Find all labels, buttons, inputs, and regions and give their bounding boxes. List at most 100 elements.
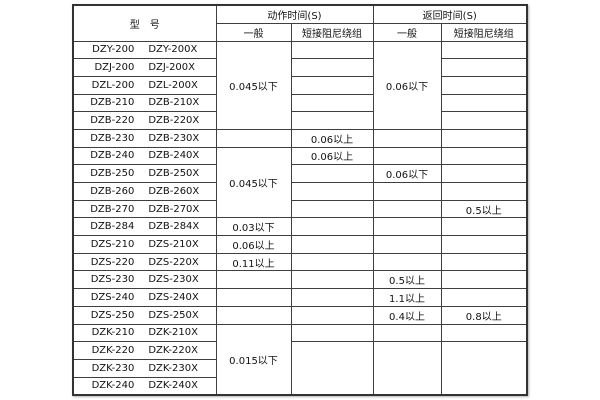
table-row: DZK-240 DZK-240X xyxy=(72,376,527,396)
model-cell: DZS-220 DZS-220X xyxy=(72,252,217,272)
model-name: DZB-250 xyxy=(90,168,135,180)
table-row: DZK-230 DZK-230X xyxy=(72,358,527,378)
model-cell: DZY-200 DZY-200X xyxy=(72,40,217,60)
cell-return-general xyxy=(372,128,442,148)
cell-return-damped xyxy=(440,323,528,343)
cell-action-general: 0.11以上 xyxy=(215,252,292,272)
model-cell: DZS-240 DZS-240X xyxy=(72,288,217,307)
table-row: DZB-220 DZB-220X xyxy=(72,111,528,130)
cell-action-damped xyxy=(290,40,374,60)
model-name-x: DZB-250X xyxy=(148,168,200,180)
cell-action-general xyxy=(215,270,292,290)
table-row: DZS-250 DZS-250X 0.4以上 0.8以上 xyxy=(72,305,528,325)
model-cell: DZB-250 DZB-250X xyxy=(72,164,217,183)
model-name: DZB-284 xyxy=(90,221,135,233)
model-name-x: DZB-284X xyxy=(148,221,200,233)
cell-return-general: 0.06以下 xyxy=(372,40,442,130)
cell-return-general xyxy=(372,199,442,219)
header-action-time: 动作时间(S) xyxy=(215,4,374,24)
model-name: DZB-220 xyxy=(90,115,135,127)
model-cell: DZB-230 DZB-230X xyxy=(72,128,217,148)
model-name: DZB-260 xyxy=(90,185,135,197)
table-row: DZB-260 DZB-260X xyxy=(72,182,528,201)
cell-action-general xyxy=(215,288,292,307)
model-cell: DZS-210 DZS-210X xyxy=(72,235,217,254)
cell-action-damped xyxy=(290,305,374,325)
cell-action-general: 0.045以下 xyxy=(215,40,292,130)
header-return-time: 返回时间(S) xyxy=(372,4,528,24)
model-name-x: DZS-220X xyxy=(148,256,199,268)
cell-action-damped xyxy=(290,235,374,254)
model-cell: DZS-230 DZS-230X xyxy=(72,270,217,290)
model-name: DZK-240 xyxy=(91,380,135,392)
cell-return-damped xyxy=(440,217,528,237)
model-cell: DZB-270 DZB-270X xyxy=(72,199,217,219)
cell-action-damped xyxy=(290,58,374,77)
model-name: DZL-200 xyxy=(91,79,135,91)
header-model: 型 号 xyxy=(72,4,217,42)
header-action-damped: 短接阻尼绕组 xyxy=(290,22,374,42)
cell-action-damped xyxy=(290,93,374,113)
model-name: DZS-210 xyxy=(90,238,135,250)
cell-return-general xyxy=(372,341,442,396)
cell-return-damped xyxy=(440,75,528,95)
model-name: DZB-240 xyxy=(90,150,135,162)
model-name: DZK-210 xyxy=(91,327,135,339)
model-name: DZJ-200 xyxy=(94,62,135,74)
model-cell: DZB-240 DZB-240X xyxy=(72,146,217,166)
table-row: DZL-200 DZL-200X xyxy=(72,75,528,95)
cell-action-damped xyxy=(290,270,374,290)
model-cell: DZS-250 DZS-250X xyxy=(72,305,217,325)
header-action-general: 一般 xyxy=(215,22,292,42)
cell-return-damped xyxy=(440,182,528,201)
table-row: DZK-220 DZK-220X xyxy=(72,341,528,396)
cell-action-damped xyxy=(290,164,374,183)
cell-return-general xyxy=(372,146,442,166)
cell-return-damped xyxy=(440,252,528,272)
cell-action-damped xyxy=(290,252,374,272)
model-name-x: DZK-240X xyxy=(148,380,198,392)
model-cell: DZL-200 DZL-200X xyxy=(72,75,217,95)
cell-return-general xyxy=(372,235,442,254)
model-cell: DZB-210 DZB-210X xyxy=(72,93,217,113)
relay-timing-spec-table: 型 号 动作时间(S) 返回时间(S) 一般 短接阻尼绕组 一般 短接阻尼绕组 … xyxy=(72,4,528,396)
model-name-x: DZB-230X xyxy=(148,132,200,144)
table-row: DZB-210 DZB-210X xyxy=(72,93,528,113)
cell-return-general xyxy=(372,182,442,201)
cell-return-damped xyxy=(440,270,528,290)
model-name: DZS-230 xyxy=(90,274,135,286)
model-cell: DZJ-200 DZJ-200X xyxy=(72,58,217,77)
model-name: DZK-220 xyxy=(91,345,135,357)
model-name-x: DZS-250X xyxy=(148,309,199,321)
table-row: DZB-250 DZB-250X 0.06以下 xyxy=(72,164,528,183)
table-row: DZS-240 DZS-240X 1.1以上 xyxy=(72,288,528,307)
cell-return-general xyxy=(372,252,442,272)
cell-action-damped xyxy=(290,341,374,396)
cell-action-damped: 0.06以上 xyxy=(290,146,374,166)
model-name-x: DZY-200X xyxy=(148,44,198,56)
cell-action-general: 0.03以下 xyxy=(215,217,292,237)
cell-return-damped xyxy=(440,93,528,113)
model-cell: DZK-240 DZK-240X xyxy=(72,376,217,396)
model-cell: DZK-230 DZK-230X xyxy=(72,358,217,378)
cell-action-general: 0.015以下 xyxy=(215,323,292,396)
cell-action-general xyxy=(215,305,292,325)
cell-action-damped xyxy=(290,182,374,201)
model-name-x: DZS-230X xyxy=(148,274,199,286)
cell-action-damped xyxy=(290,217,374,237)
cell-return-general xyxy=(372,217,442,237)
header-return-damped: 短接阻尼绕组 xyxy=(440,22,528,42)
cell-return-damped xyxy=(440,341,528,396)
table-row: DZB-284 DZB-284X 0.03以下 xyxy=(72,217,528,237)
cell-action-damped: 0.06以上 xyxy=(290,128,374,148)
cell-action-damped xyxy=(290,111,374,130)
model-name: DZK-230 xyxy=(91,362,135,374)
model-name-x: DZB-260X xyxy=(148,185,200,197)
table-row: DZS-210 DZS-210X 0.06以上 xyxy=(72,235,528,254)
header-row-sub: 一般 短接阻尼绕组 一般 短接阻尼绕组 xyxy=(73,22,528,42)
cell-return-damped xyxy=(440,235,528,254)
cell-return-damped xyxy=(440,146,528,166)
cell-action-general: 0.045以下 xyxy=(215,146,292,219)
model-name-x: DZB-210X xyxy=(148,97,200,109)
cell-return-damped xyxy=(440,288,528,307)
